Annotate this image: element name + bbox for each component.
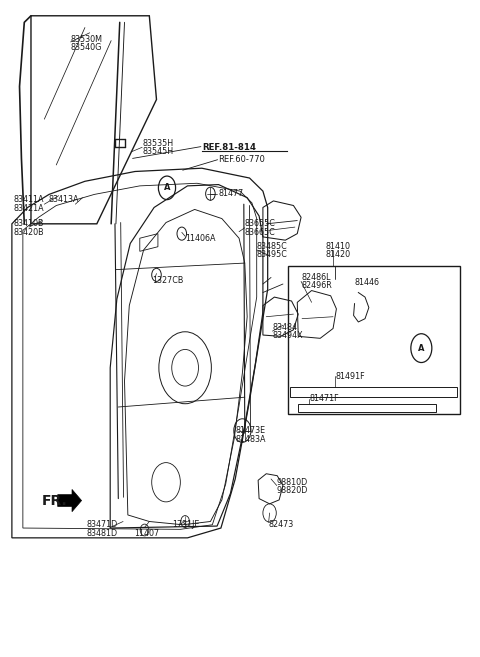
Text: FR.: FR. bbox=[42, 493, 68, 508]
Text: A: A bbox=[418, 344, 425, 353]
Text: 82486L: 82486L bbox=[301, 273, 331, 282]
Text: 81473E: 81473E bbox=[235, 426, 265, 435]
Text: REF.60-770: REF.60-770 bbox=[218, 155, 265, 164]
Text: REF.81-814: REF.81-814 bbox=[202, 143, 256, 152]
Text: 1731JE: 1731JE bbox=[172, 520, 200, 530]
Text: A: A bbox=[164, 183, 170, 193]
Text: 83481D: 83481D bbox=[86, 529, 118, 538]
Text: 11406A: 11406A bbox=[185, 234, 216, 242]
Text: 83413A: 83413A bbox=[48, 195, 79, 204]
Text: 82473: 82473 bbox=[269, 520, 294, 530]
Bar bbox=[288, 266, 459, 413]
Text: 83420B: 83420B bbox=[13, 228, 44, 237]
Text: 81491F: 81491F bbox=[336, 372, 365, 381]
Text: 83411A: 83411A bbox=[13, 195, 44, 204]
Text: 81483A: 81483A bbox=[235, 434, 266, 443]
Text: 83655C: 83655C bbox=[245, 219, 276, 229]
Text: 98820D: 98820D bbox=[277, 486, 308, 495]
Text: 81446: 81446 bbox=[355, 277, 380, 286]
Text: 83545H: 83545H bbox=[142, 147, 173, 156]
Text: 83484: 83484 bbox=[273, 323, 298, 332]
Text: 81420: 81420 bbox=[326, 250, 351, 259]
Text: 83410B: 83410B bbox=[13, 219, 44, 229]
Text: 81471F: 81471F bbox=[309, 394, 339, 403]
Text: 83495C: 83495C bbox=[257, 250, 288, 259]
Polygon shape bbox=[58, 489, 82, 512]
Text: 83485C: 83485C bbox=[257, 242, 288, 250]
Text: 83530M: 83530M bbox=[71, 35, 103, 44]
Text: 83494X: 83494X bbox=[273, 331, 303, 340]
Text: 81477: 81477 bbox=[218, 189, 244, 198]
Text: 83535H: 83535H bbox=[142, 139, 173, 148]
Text: 83540G: 83540G bbox=[71, 43, 102, 53]
Text: 11407: 11407 bbox=[134, 529, 159, 538]
Text: 83665C: 83665C bbox=[245, 228, 276, 237]
Text: 83471D: 83471D bbox=[86, 520, 118, 530]
Text: 98810D: 98810D bbox=[277, 478, 308, 487]
Text: 82496R: 82496R bbox=[301, 281, 332, 290]
Text: 83421A: 83421A bbox=[13, 204, 44, 213]
Text: 81410: 81410 bbox=[326, 242, 351, 250]
Text: 1327CB: 1327CB bbox=[152, 276, 183, 285]
